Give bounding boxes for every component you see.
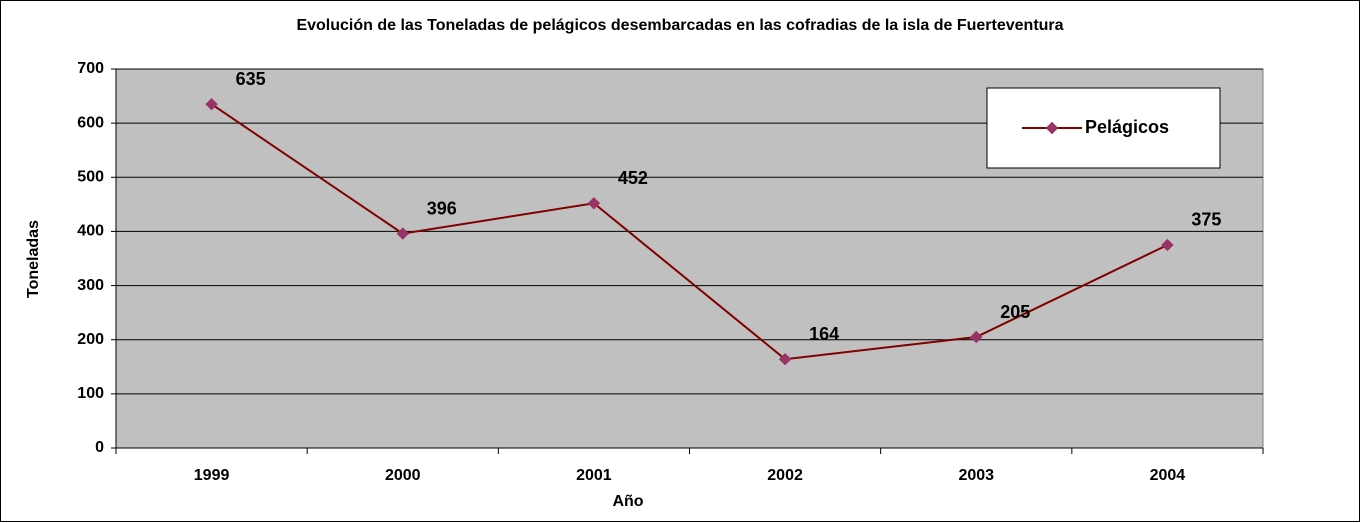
data-label: 452 bbox=[618, 168, 648, 188]
data-label: 205 bbox=[1000, 302, 1030, 322]
y-tick-label: 100 bbox=[77, 385, 104, 402]
y-tick-label: 500 bbox=[77, 169, 104, 186]
data-point bbox=[205, 97, 218, 111]
data-label: 375 bbox=[1191, 210, 1221, 230]
x-tick-label: 2002 bbox=[767, 467, 803, 484]
data-point bbox=[970, 330, 983, 344]
y-tick-label: 200 bbox=[77, 331, 104, 348]
x-tick-label: 2001 bbox=[576, 467, 612, 484]
x-tick-label: 1999 bbox=[194, 467, 230, 484]
data-point bbox=[587, 197, 601, 210]
data-point bbox=[1161, 238, 1174, 252]
x-tick-label: 2003 bbox=[958, 467, 994, 484]
data-label: 396 bbox=[427, 198, 457, 218]
data-label: 635 bbox=[236, 69, 266, 89]
legend-marker bbox=[1045, 121, 1059, 135]
x-axis-label: Año bbox=[612, 493, 643, 510]
y-tick-label: 0 bbox=[95, 439, 104, 456]
y-tick-label: 400 bbox=[77, 223, 104, 240]
data-label: 164 bbox=[809, 324, 839, 344]
y-tick-label: 700 bbox=[77, 60, 104, 77]
legend-label: Pelágicos bbox=[1085, 117, 1169, 137]
data-point bbox=[778, 352, 792, 366]
series-line bbox=[211, 103, 1168, 361]
y-tick-label: 300 bbox=[77, 277, 104, 294]
x-tick-label: 2000 bbox=[385, 467, 421, 484]
data-point bbox=[396, 227, 409, 240]
chart-title: Evolución de las Toneladas de pelágicos … bbox=[296, 17, 1064, 34]
y-tick-label: 600 bbox=[77, 114, 104, 131]
x-tick-label: 2004 bbox=[1150, 467, 1186, 484]
y-axis-label: Toneladas bbox=[25, 220, 42, 298]
